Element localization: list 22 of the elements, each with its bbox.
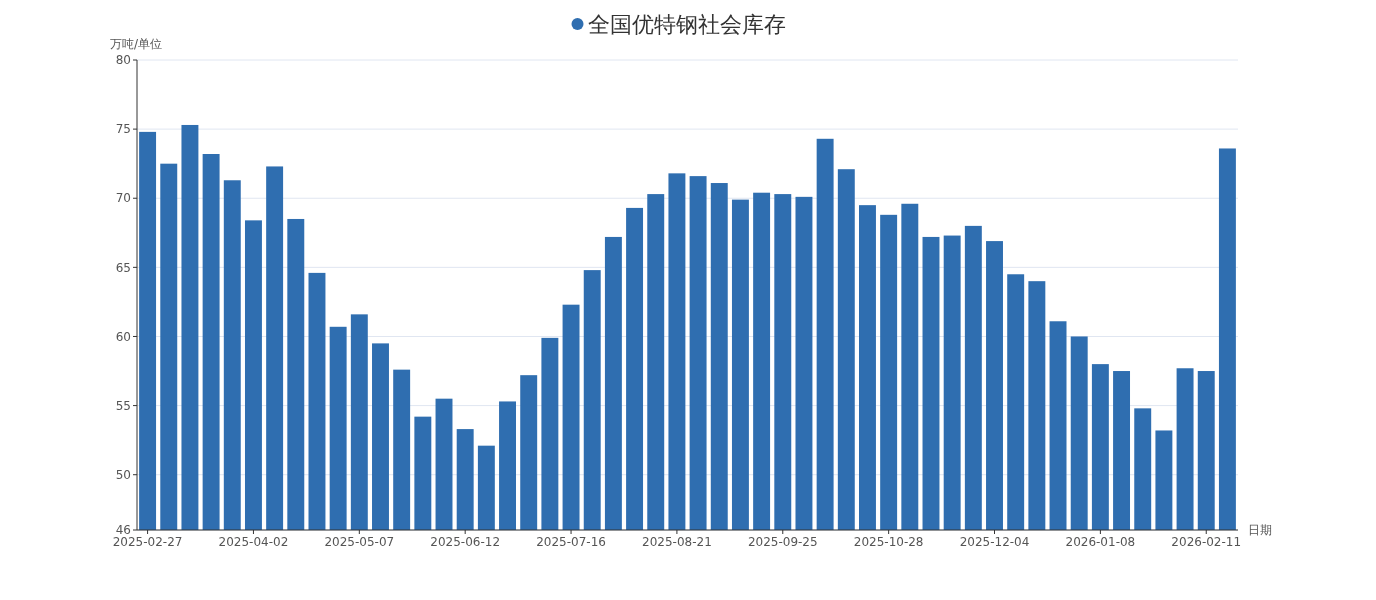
x-tick-label: 2025-06-12 <box>430 535 501 549</box>
x-tick-label: 2026-01-08 <box>1065 535 1136 549</box>
x-tick-label: 2026-02-11 <box>1171 535 1242 549</box>
y-tick-label: 60 <box>115 329 131 344</box>
x-tick-label: 2025-10-28 <box>853 535 924 549</box>
y-axis-title: 万吨/单位 <box>110 37 163 51</box>
x-tick-label: 2025-08-21 <box>642 535 712 549</box>
y-tick-label: 50 <box>115 467 131 482</box>
y-tick-label: 65 <box>115 260 131 275</box>
y-tick-label: 70 <box>115 191 131 206</box>
x-tick-label: 2025-09-25 <box>747 535 818 549</box>
x-tick-label: 2025-07-16 <box>536 535 606 549</box>
x-tick-label: 2025-12-04 <box>959 535 1030 549</box>
y-tick-label: 75 <box>115 122 131 137</box>
x-tick-label: 2025-04-02 <box>218 535 289 549</box>
x-tick-label: 2025-02-27 <box>112 535 183 549</box>
legend-label: 全国优特钢社会库存 <box>587 11 786 37</box>
y-tick-label: 55 <box>115 398 131 413</box>
y-tick-label: 46 <box>115 523 131 538</box>
x-axis-title: 日期 <box>1248 523 1272 537</box>
y-tick-label: 80 <box>115 53 131 68</box>
x-tick-label: 2025-05-07 <box>324 535 395 549</box>
